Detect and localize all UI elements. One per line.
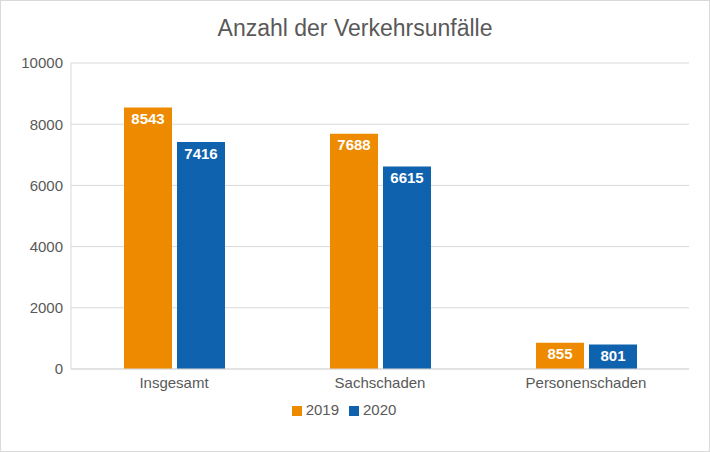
svg-text:6000: 6000	[30, 177, 63, 194]
svg-text:855: 855	[547, 345, 572, 362]
svg-text:8000: 8000	[30, 116, 63, 133]
svg-text:0: 0	[55, 360, 63, 377]
svg-text:6615: 6615	[390, 169, 423, 186]
svg-text:Sachschaden: Sachschaden	[335, 374, 426, 391]
html-text:2019: 2019	[305, 401, 339, 418]
html-text:Anzahl der Verkehrsunfälle: Anzahl der Verkehrsunfälle	[217, 15, 493, 41]
svg-text:801: 801	[600, 347, 625, 364]
svg-text:2000: 2000	[30, 299, 63, 316]
svg-text:7416: 7416	[184, 145, 217, 162]
svg-text:7688: 7688	[337, 136, 370, 153]
svg-text:10000: 10000	[21, 54, 63, 71]
svg-text:Insgesamt: Insgesamt	[139, 374, 209, 391]
svg-text:4000: 4000	[30, 238, 63, 255]
html-text:2020: 2020	[363, 401, 397, 418]
svg-text:Personenschaden: Personenschaden	[526, 374, 647, 391]
svg-text:8543: 8543	[131, 110, 164, 127]
